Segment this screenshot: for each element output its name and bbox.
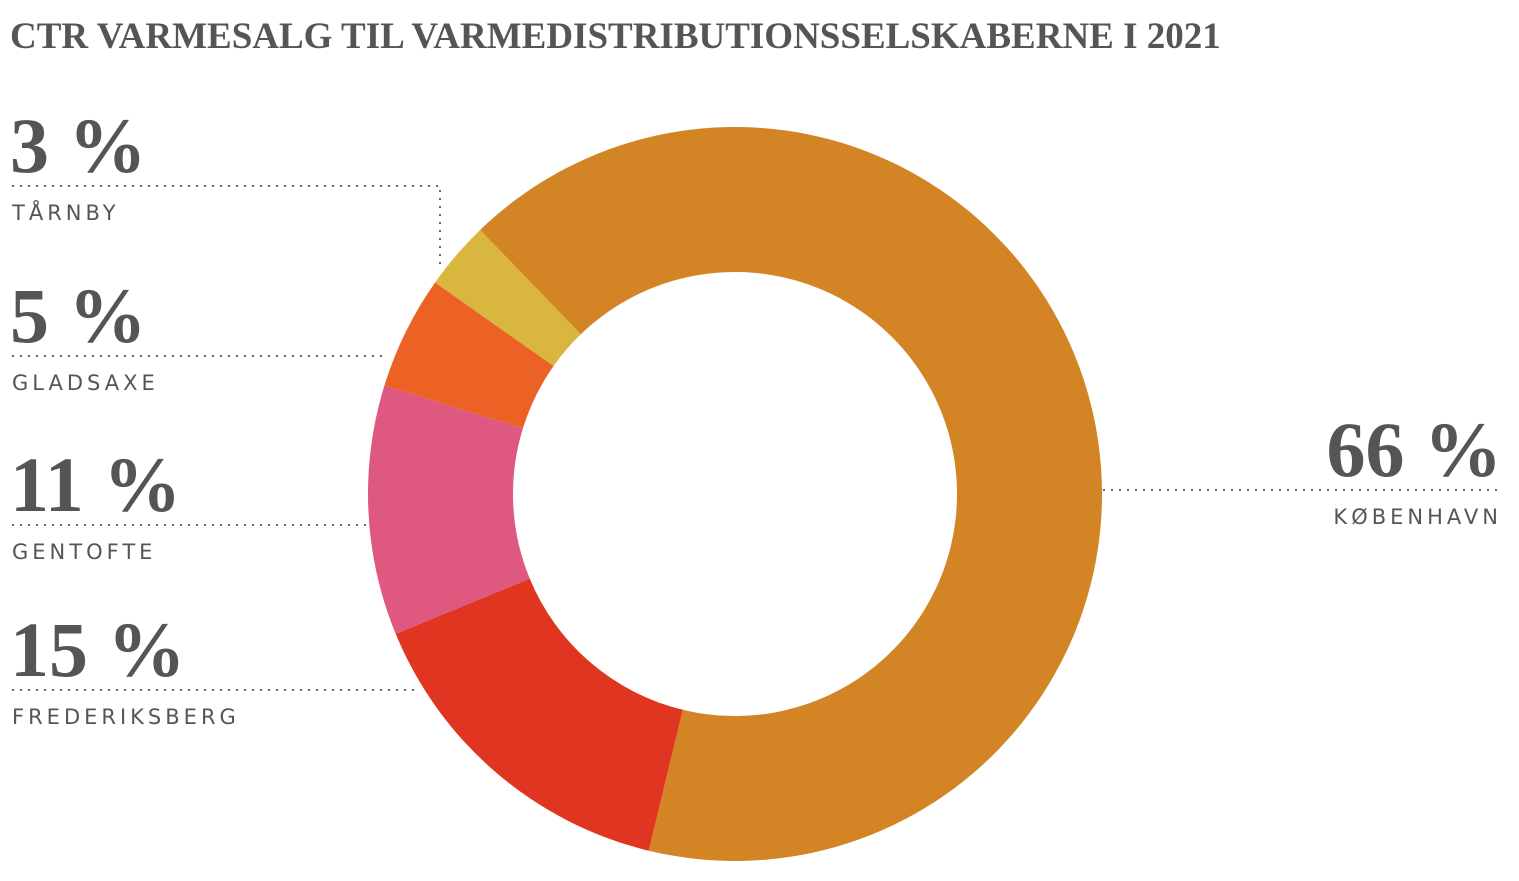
value-label: 15 % [10, 606, 186, 693]
donut-slice [395, 578, 683, 851]
donut-slice [435, 230, 581, 367]
category-label: GENTOFTE [12, 540, 156, 564]
value-label: 5 % [10, 272, 147, 359]
donut-slice [480, 127, 1102, 862]
donut-slice [384, 282, 554, 429]
value-label: 66 % [1327, 406, 1503, 493]
category-label: GLADSAXE [12, 371, 159, 395]
chart-title: CTR VARMESALG TIL VARMEDISTRIBUTIONSSELS… [10, 16, 1221, 57]
leader-line [12, 185, 441, 270]
donut-slice [367, 385, 530, 634]
category-label: TÅRNBY [11, 199, 120, 225]
category-label: KØBENHAVN [1333, 505, 1502, 529]
value-label: 11 % [10, 441, 181, 528]
category-label: FREDERIKSBERG [12, 705, 240, 729]
value-label: 3 % [10, 102, 147, 189]
